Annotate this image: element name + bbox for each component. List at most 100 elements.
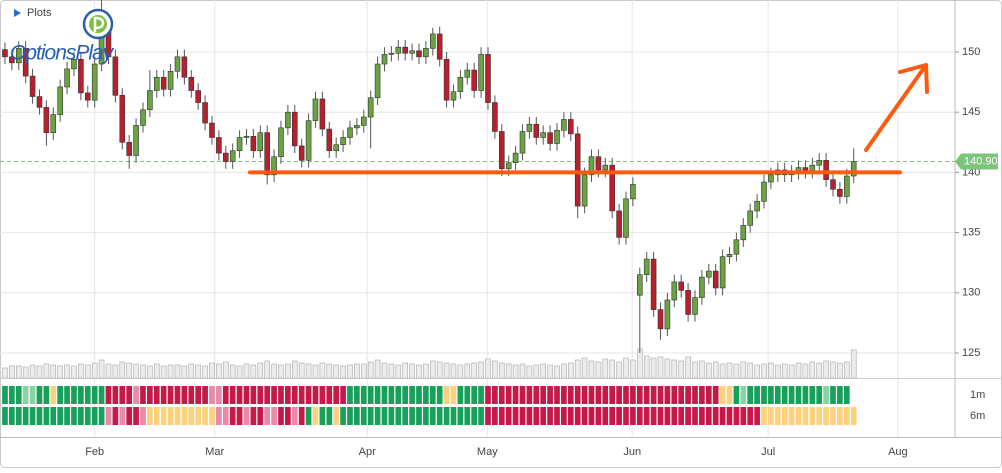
signal-cell	[795, 386, 802, 404]
signal-cell	[747, 407, 754, 425]
volume-bar	[450, 363, 457, 379]
signal-cell	[257, 407, 264, 425]
signal-cell	[837, 386, 843, 404]
volume-bar	[50, 364, 57, 379]
candle-body	[712, 270, 719, 289]
candle-body	[816, 160, 822, 166]
signal-cell	[643, 407, 650, 425]
volume-bar	[126, 362, 132, 379]
signal-cell	[740, 407, 747, 425]
volume-bar	[747, 362, 753, 379]
plots-toggle[interactable]	[14, 9, 21, 17]
signal-cell	[781, 407, 788, 425]
candle-body	[499, 131, 505, 170]
signal-cell	[457, 407, 464, 425]
signal-cell	[492, 407, 498, 425]
candle-body	[126, 141, 132, 156]
volume-bar	[471, 362, 477, 379]
signal-cell	[278, 386, 284, 404]
signal-cell	[581, 386, 588, 404]
y-tick-label: 135	[962, 226, 980, 238]
signal-cell	[692, 407, 698, 425]
volume-bar	[188, 363, 195, 379]
volume-bar	[733, 363, 740, 379]
candle-body	[505, 162, 512, 170]
signal-cell	[105, 407, 112, 425]
signal-cell	[699, 407, 705, 425]
volume-bar	[112, 364, 119, 379]
signal-cell	[540, 386, 547, 404]
volume-bar	[802, 363, 809, 379]
candle-body	[188, 76, 195, 91]
signal-cell	[823, 386, 829, 404]
candle-body	[285, 111, 291, 129]
volume-bar	[671, 359, 678, 379]
volume-bar	[36, 365, 43, 379]
signal-cell	[519, 407, 526, 425]
volume-bar	[540, 363, 546, 379]
candle-body	[554, 129, 560, 144]
volume-bar	[91, 362, 98, 379]
volume-bar	[367, 361, 374, 379]
volume-bar	[623, 357, 629, 379]
signal-cell	[609, 386, 616, 404]
signal-cell	[747, 386, 754, 404]
signal-cell	[671, 407, 678, 425]
candle-body	[22, 48, 29, 77]
volume-bar	[105, 363, 112, 379]
signal-cell	[733, 386, 740, 404]
volume-bar	[236, 365, 243, 379]
volume-bar	[533, 364, 540, 379]
volume-bar	[264, 360, 270, 379]
plots-label[interactable]: Plots	[27, 7, 52, 19]
signal-cell	[285, 386, 291, 404]
volume-bar	[402, 362, 408, 379]
signal-cell	[450, 386, 457, 404]
signal-cell	[512, 407, 519, 425]
signal-cell	[588, 386, 595, 404]
volume-bar	[637, 348, 643, 379]
volume-bar	[416, 364, 422, 379]
signal-cell	[395, 407, 402, 425]
signal-cell	[160, 407, 167, 425]
candle-body	[692, 297, 698, 315]
signal-cell	[29, 407, 36, 425]
signal-cell	[9, 407, 15, 425]
candle-body	[423, 48, 429, 58]
volume-bar	[692, 361, 698, 379]
volume-bar	[588, 360, 595, 379]
candle-body	[250, 135, 257, 152]
signal-cell	[153, 386, 160, 404]
signal-cell	[567, 386, 574, 404]
signal-cell	[22, 386, 29, 404]
x-tick-label: Jun	[623, 446, 641, 458]
signal-cell	[429, 386, 436, 404]
volume-bar	[167, 364, 174, 379]
signal-cell	[78, 386, 84, 404]
signal-cell	[264, 386, 271, 404]
volume-bar	[347, 364, 353, 379]
volume-bar	[816, 362, 822, 379]
signal-cell	[36, 386, 43, 404]
volume-bar	[15, 365, 22, 379]
volume-bar	[678, 360, 684, 379]
signal-cell	[436, 386, 443, 404]
signal-cell	[71, 386, 77, 404]
candle-body	[630, 184, 636, 200]
volume-bar	[340, 365, 346, 379]
signal-cell	[167, 386, 174, 404]
signal-cell	[485, 407, 491, 425]
signal-cell	[733, 407, 740, 425]
signal-cell	[298, 407, 305, 425]
signal-cell	[685, 386, 691, 404]
signal-cell	[216, 386, 222, 404]
signal-cell	[250, 407, 257, 425]
signal-cell	[533, 407, 540, 425]
signal-cell	[526, 407, 533, 425]
signal-cell	[278, 407, 284, 425]
volume-bar	[374, 359, 381, 379]
logo-text: OptionsPlay	[10, 42, 115, 65]
candle-body	[761, 181, 767, 202]
signal-cell	[664, 407, 671, 425]
